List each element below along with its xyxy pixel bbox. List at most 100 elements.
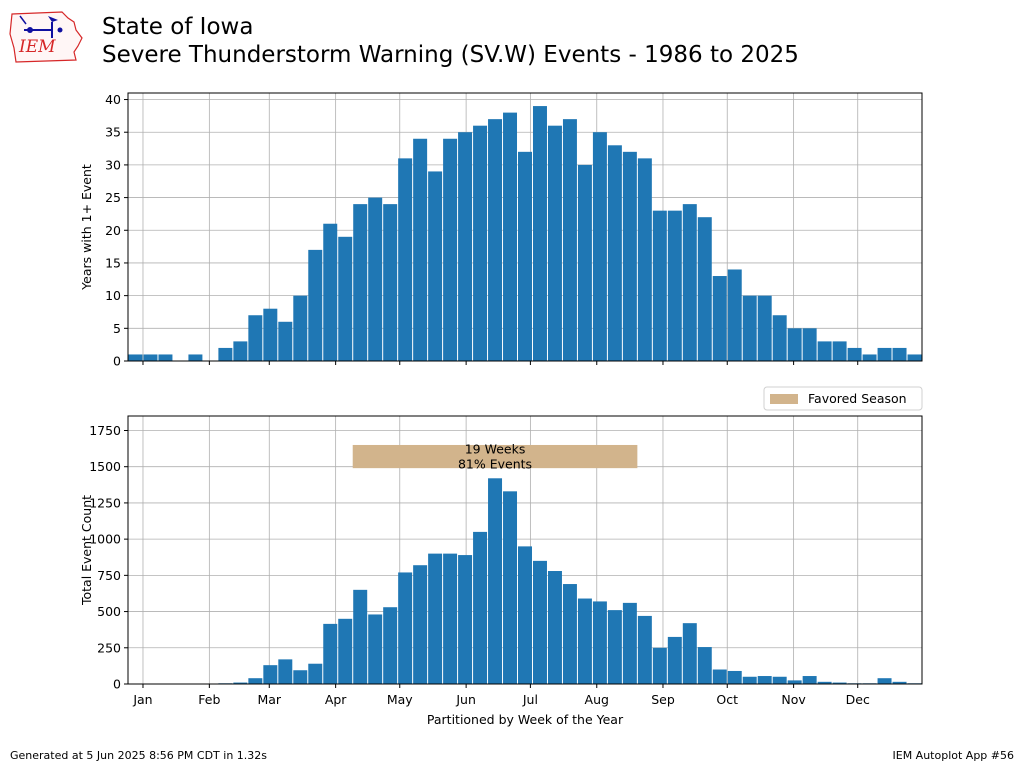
bar	[368, 614, 383, 684]
x-tick-label: Nov	[781, 692, 806, 707]
y-axis-label: Total Event Count	[79, 495, 94, 606]
bar	[787, 328, 802, 361]
generated-timestamp: Generated at 5 Jun 2025 8:56 PM CDT in 1…	[10, 749, 268, 762]
bar	[832, 682, 847, 684]
y-tick-label: 30	[105, 157, 121, 172]
x-tick-label: Sep	[651, 692, 675, 707]
bar	[128, 354, 143, 361]
bar	[772, 315, 787, 361]
y-tick-label: 0	[113, 354, 121, 369]
y-tick-label: 25	[105, 190, 121, 205]
y-tick-label: 0	[113, 677, 121, 692]
y-tick-label: 10	[105, 288, 121, 303]
x-tick-label: Oct	[716, 692, 738, 707]
bar	[398, 572, 413, 684]
legend-label: Favored Season	[808, 391, 907, 406]
y-tick-label: 1000	[89, 532, 121, 547]
bar	[862, 354, 877, 361]
bar	[727, 269, 742, 361]
y-tick-label: 35	[105, 125, 121, 140]
bar	[637, 615, 652, 684]
bar	[832, 341, 847, 361]
y-tick-label: 5	[113, 321, 121, 336]
bar	[383, 607, 398, 684]
y-tick-label: 15	[105, 255, 121, 270]
bar	[622, 151, 637, 361]
bar	[368, 197, 383, 361]
bar	[458, 555, 473, 684]
x-axis-label: Partitioned by Week of the Year	[427, 712, 624, 727]
bar	[458, 132, 473, 361]
bar	[802, 328, 817, 361]
bar	[757, 295, 772, 361]
y-tick-label: 1750	[89, 423, 121, 438]
annotation-weeks: 19 Weeks	[465, 442, 526, 457]
bar	[682, 204, 697, 361]
favored-season-box	[352, 444, 638, 469]
y-tick-label: 1250	[89, 495, 121, 510]
bar	[263, 665, 278, 684]
bar	[293, 295, 308, 361]
bar	[712, 669, 727, 684]
bar	[547, 125, 562, 362]
bar	[473, 125, 488, 362]
x-tick-label: Jul	[522, 692, 538, 707]
bar	[233, 341, 248, 361]
bar	[592, 601, 607, 684]
bar	[518, 151, 532, 361]
bar	[817, 341, 832, 361]
bar	[622, 602, 637, 684]
bar	[398, 158, 413, 361]
bar	[802, 676, 817, 684]
bar	[338, 618, 353, 684]
bar	[383, 204, 398, 361]
x-tick-label: Feb	[198, 692, 220, 707]
app-id-label: IEM Autoplot App #56	[892, 749, 1015, 762]
bar	[817, 681, 832, 684]
x-tick-label: Apr	[325, 692, 347, 707]
bar	[473, 531, 488, 684]
bar	[877, 347, 892, 361]
bar	[892, 347, 907, 361]
y-tick-label: 250	[97, 640, 121, 655]
bar	[742, 295, 757, 361]
bar	[353, 204, 368, 361]
bar	[488, 119, 503, 362]
bar	[682, 623, 697, 684]
bar	[877, 678, 892, 684]
bar	[757, 676, 772, 684]
y-tick-label: 500	[97, 604, 121, 619]
axes-frame	[127, 92, 923, 362]
bar	[532, 560, 547, 684]
bar	[577, 598, 592, 684]
bar	[847, 347, 862, 361]
bar	[323, 623, 338, 684]
bar	[233, 682, 248, 684]
axes-frame	[127, 415, 923, 685]
x-tick-label: Aug	[585, 692, 609, 707]
bar	[248, 678, 263, 684]
bar	[727, 670, 742, 684]
logo-text: IEM	[18, 37, 56, 57]
legend: Favored Season	[763, 386, 923, 411]
bar	[308, 663, 323, 684]
panel-1: 0 5 10 15 20 25 30 35 40 Years with 1+ Event	[79, 92, 923, 369]
legend-box	[763, 386, 923, 411]
bar	[353, 589, 368, 684]
bar	[652, 210, 667, 361]
annotation-percent: 81% Events	[458, 457, 532, 472]
bar	[697, 647, 712, 684]
bar	[158, 354, 173, 361]
bar	[607, 610, 622, 684]
y-tick-label: 750	[97, 568, 121, 583]
bar	[652, 647, 667, 684]
x-tick-label: Dec	[846, 692, 870, 707]
bar	[562, 119, 577, 362]
bar	[667, 210, 682, 361]
bar	[503, 112, 518, 361]
bar	[428, 171, 443, 361]
bar	[892, 681, 907, 684]
x-tick-label: Jun	[455, 692, 476, 707]
bar	[742, 676, 757, 684]
